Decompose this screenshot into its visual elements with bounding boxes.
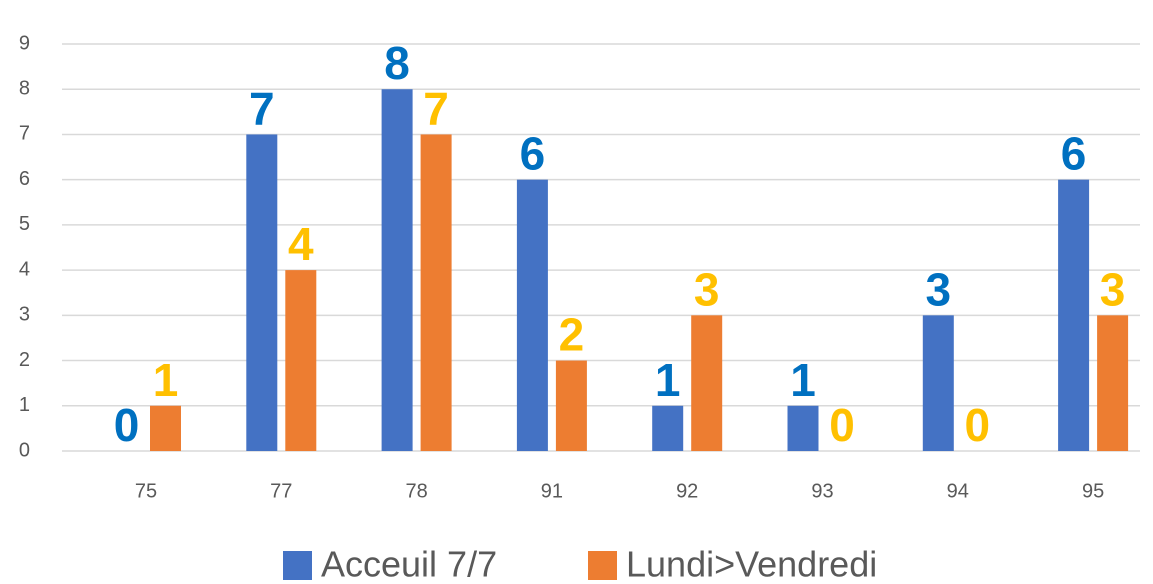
data-label: 0 — [965, 399, 991, 451]
data-label: 3 — [694, 263, 720, 315]
y-tick-label: 7 — [19, 123, 30, 145]
bar — [787, 405, 819, 451]
legend-label: Acceuil 7/7 — [321, 544, 497, 584]
bar — [922, 315, 954, 451]
bar — [246, 134, 278, 451]
y-tick-label: 5 — [19, 213, 30, 235]
bar — [652, 405, 684, 451]
data-label: 6 — [520, 128, 546, 180]
bar — [1097, 315, 1129, 451]
data-label: 0 — [114, 399, 140, 451]
y-tick-label: 0 — [19, 439, 30, 461]
x-tick-label: 92 — [676, 480, 698, 502]
bar — [420, 134, 452, 451]
x-tick-label: 94 — [947, 480, 969, 502]
data-label: 7 — [423, 82, 449, 134]
x-tick-label: 78 — [405, 480, 427, 502]
bar — [1058, 179, 1090, 451]
data-label: 6 — [1061, 128, 1087, 180]
data-label: 4 — [288, 218, 314, 270]
data-label: 1 — [790, 354, 816, 406]
data-label: 2 — [559, 309, 585, 361]
y-tick-label: 1 — [19, 394, 30, 416]
y-tick-label: 9 — [19, 32, 30, 54]
x-tick-label: 91 — [541, 480, 563, 502]
legend-label: Lundi>Vendredi — [626, 544, 877, 584]
y-tick-label: 3 — [19, 304, 30, 326]
bar — [691, 315, 723, 451]
bar — [381, 89, 413, 451]
data-label: 3 — [926, 263, 952, 315]
data-label: 7 — [249, 82, 275, 134]
bar — [516, 179, 548, 451]
data-label: 3 — [1100, 263, 1126, 315]
x-tick-label: 75 — [135, 480, 157, 502]
x-tick-label: 77 — [270, 480, 292, 502]
data-label: 1 — [153, 354, 179, 406]
data-label: 8 — [384, 37, 410, 89]
data-label: 0 — [829, 399, 855, 451]
legend-swatch — [283, 551, 312, 580]
bar — [150, 405, 181, 451]
x-tick-label: 93 — [811, 480, 833, 502]
bar — [555, 360, 587, 451]
y-tick-label: 4 — [19, 258, 30, 280]
y-tick-label: 6 — [19, 168, 30, 190]
bar — [285, 270, 317, 451]
data-label: 1 — [655, 354, 681, 406]
legend-swatch — [588, 551, 617, 580]
x-tick-label: 95 — [1082, 480, 1104, 502]
y-tick-label: 8 — [19, 78, 30, 100]
y-tick-label: 2 — [19, 349, 30, 371]
